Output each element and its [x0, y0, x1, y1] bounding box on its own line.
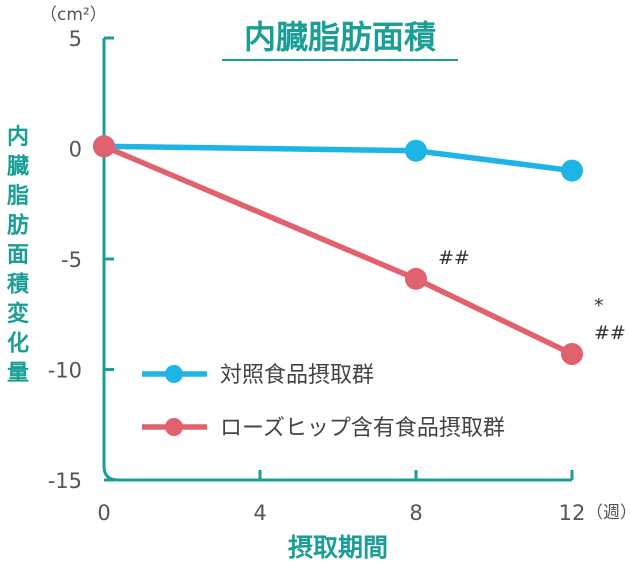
y-unit-label: （cm²）	[40, 5, 107, 25]
x-unit-label: （週）	[586, 503, 630, 523]
y-tick-label: -15	[48, 469, 82, 493]
data-point	[93, 135, 115, 158]
x-tick-label: 0	[97, 501, 110, 525]
x-tick-label: 12	[559, 501, 586, 525]
data-point	[405, 139, 427, 162]
y-axis-label: 内臓脂肪面積変化量	[7, 125, 30, 386]
series-1	[93, 135, 583, 366]
data-point	[405, 267, 427, 290]
y-axis-ticks: 5 0 -5 -10 -15	[48, 27, 114, 493]
x-axis-label: 摂取期間	[288, 533, 388, 561]
legend-swatch-dot	[165, 418, 183, 436]
significance-marker: *	[594, 295, 604, 317]
y-axis-label-text: 内臓脂肪面積変化量	[7, 125, 30, 386]
x-tick-label: 8	[409, 501, 422, 525]
y-tick-label: 5	[69, 27, 82, 51]
series-line	[101, 143, 575, 174]
series-layer	[93, 135, 583, 366]
y-tick-label: 0	[69, 138, 82, 162]
x-tick-label: 4	[253, 501, 266, 525]
significance-marker: ##	[438, 247, 470, 269]
annotations: ## * ##	[438, 247, 626, 344]
data-point	[561, 159, 583, 182]
significance-marker: ##	[594, 322, 626, 344]
data-point	[561, 343, 583, 366]
x-axis-ticks: 0 4 8 12	[97, 470, 585, 525]
legend-item: 対照食品摂取群	[142, 363, 374, 388]
y-tick-label: -5	[61, 248, 82, 272]
legend-label: 対照食品摂取群	[220, 363, 374, 388]
y-tick-label: -10	[48, 359, 82, 383]
legend-label: ローズヒップ含有食品摂取群	[220, 416, 505, 441]
axes	[102, 38, 572, 482]
legend-swatch-dot	[165, 365, 183, 383]
series-line	[101, 143, 575, 357]
chart-title: 内臓脂肪面積	[244, 18, 436, 56]
legend-item: ローズヒップ含有食品摂取群	[142, 416, 505, 441]
